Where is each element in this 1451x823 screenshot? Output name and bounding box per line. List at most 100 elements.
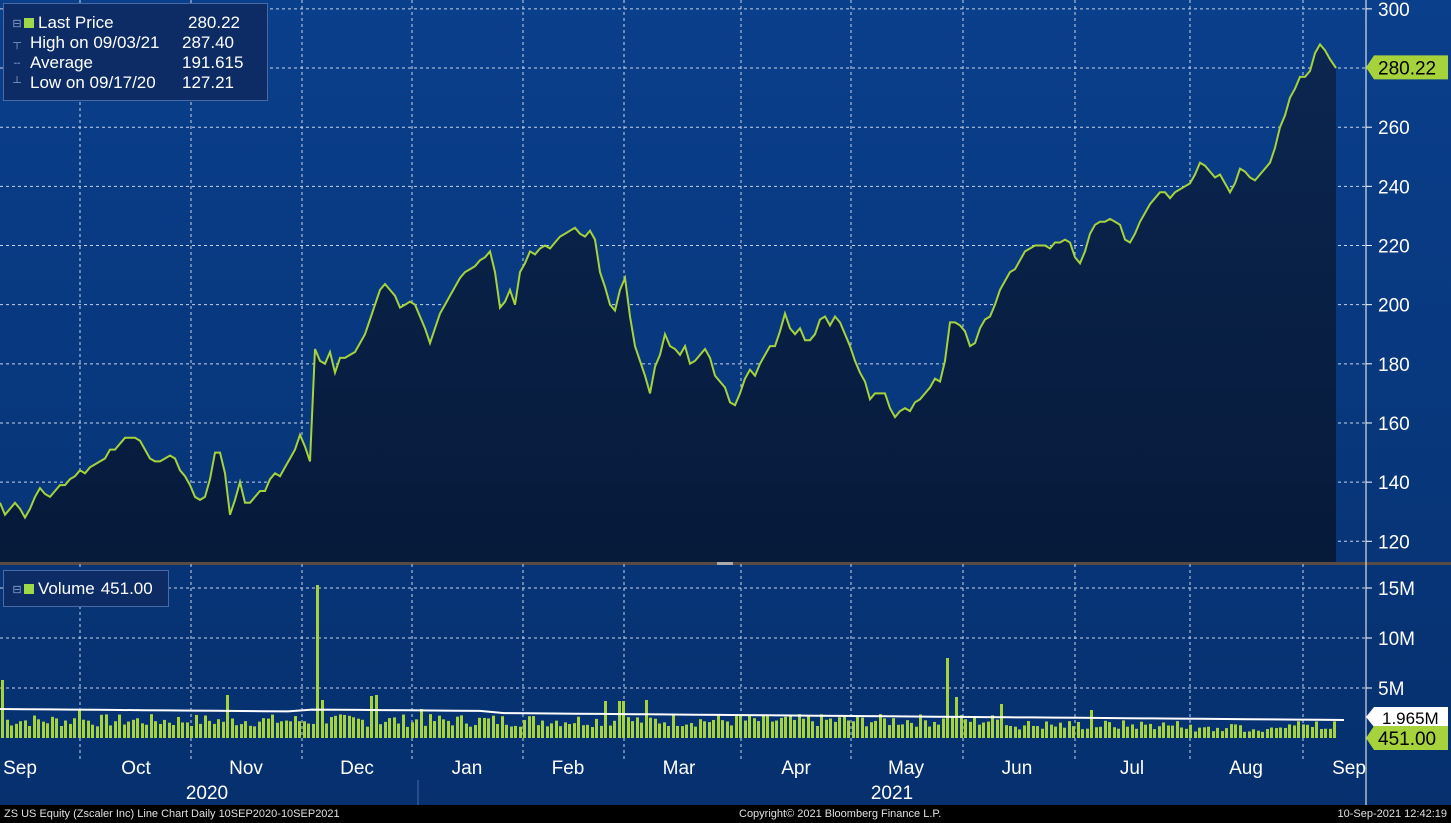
volume-bar [114,721,117,738]
volume-bar [969,721,972,738]
volume-bar [654,718,657,738]
volume-bar [861,717,864,738]
volume-bar [141,723,144,738]
volume-bar [1185,728,1188,738]
collapse-icon[interactable]: ⊟ [12,17,22,30]
volume-bar [406,726,409,738]
footer-timestamp: 10-Sep-2021 12:42:19 [1337,808,1447,820]
volume-bar [703,721,706,738]
volume-bar [744,720,747,738]
volume-bar [388,718,391,738]
volume-bar [1041,728,1044,738]
volume-bar [235,725,238,738]
volume-bar [496,724,499,738]
price-line [0,42,1337,520]
volume-bar [762,714,765,738]
volume-bar [811,721,814,738]
volume-bar [343,714,346,738]
volume-bar [973,716,976,738]
volume-bar [1302,724,1305,738]
x-tick-label: Jan [452,758,483,779]
volume-bar [1000,704,1003,738]
price-legend[interactable]: ⊟ Last Price 280.22 ┬ High on 09/03/21 2… [3,3,268,101]
footer-copyright: Copyright© 2021 Bloomberg Finance L.P. [739,808,942,820]
volume-bar [1005,725,1008,738]
volume-bar [609,725,612,738]
volume-bar [411,722,414,738]
volume-bar [1297,721,1300,738]
volume-bar [879,714,882,738]
volume-bar [1324,728,1327,738]
x-tick-label: Nov [229,758,263,779]
volume-bar [1090,710,1093,738]
volume-bar [793,719,796,738]
volume-bar [901,724,904,738]
volume-bar [834,721,837,738]
legend-row-low[interactable]: ┴ Low on 09/17/20 127.21 [10,73,267,93]
volume-bar [64,720,67,738]
volume-bar [433,721,436,738]
volume-bar [1072,726,1075,738]
volume-bar [1270,727,1273,738]
legend-row-volume[interactable]: ⊟ Volume 451.00 [10,579,168,599]
volume-bar [28,725,31,738]
volume-bar [919,714,922,738]
y-tick-label: 240 [1378,177,1410,198]
volume-bar [843,716,846,738]
volume-bar [897,724,900,738]
volume-bar [667,725,670,738]
volume-bar [132,719,135,738]
volume-bar [1045,721,1048,738]
volume-bar [24,720,27,738]
volume-bar [888,724,891,738]
volume-bar [357,718,360,738]
volume-bar [690,723,693,738]
volume-bar [240,724,243,738]
volume-bar [1266,729,1269,738]
volume-bar [379,724,382,738]
volume-bar [150,714,153,738]
volume-bar [1315,721,1318,738]
y-tick-label: 220 [1378,237,1410,258]
volume-bar [559,726,562,738]
legend-value: 191.615 [182,53,244,72]
volume-bar [127,721,130,738]
volume-bar [964,719,967,738]
volume-bar [591,726,594,738]
volume-bar [393,717,396,738]
volume-bar [204,715,207,738]
volume-bar [1144,724,1147,738]
volume-bar [600,725,603,738]
volume-bar [1288,724,1291,738]
status-footer: ZS US Equity (Zscaler Inc) Line Chart Da… [0,805,1451,823]
volume-bar [874,720,877,738]
collapse-icon[interactable]: ⊟ [12,583,22,596]
volume-bar [1194,731,1197,738]
volume-bar [55,718,58,738]
low-marker-icon: ┴ [13,77,21,89]
legend-row-last-price[interactable]: ⊟ Last Price 280.22 [10,13,267,33]
x-tick-label: Mar [663,758,696,779]
last-price-label: 280.22 [1378,58,1436,79]
volume-bar [906,720,909,738]
volume-bar [438,715,441,738]
volume-bar [739,715,742,738]
divider-grip[interactable] [717,562,733,565]
legend-row-average[interactable]: ╌ Average 191.615 [10,53,267,73]
volume-bar [1032,725,1035,738]
x-tick-label: Aug [1229,758,1263,779]
legend-label: Last Price [38,13,114,32]
legend-row-high[interactable]: ┬ High on 09/03/21 287.40 [10,33,267,53]
volume-bar [865,726,868,738]
volume-bar [838,717,841,738]
volume-bar [807,716,810,738]
volume-bar [168,722,171,738]
volume-bar [595,718,598,738]
volume-bar [577,716,580,738]
volume-bar [1158,726,1161,738]
volume-legend[interactable]: ⊟ Volume 451.00 [3,570,169,607]
volume-bar [1234,724,1237,738]
volume-bar [339,714,342,738]
volume-bar [640,722,643,738]
